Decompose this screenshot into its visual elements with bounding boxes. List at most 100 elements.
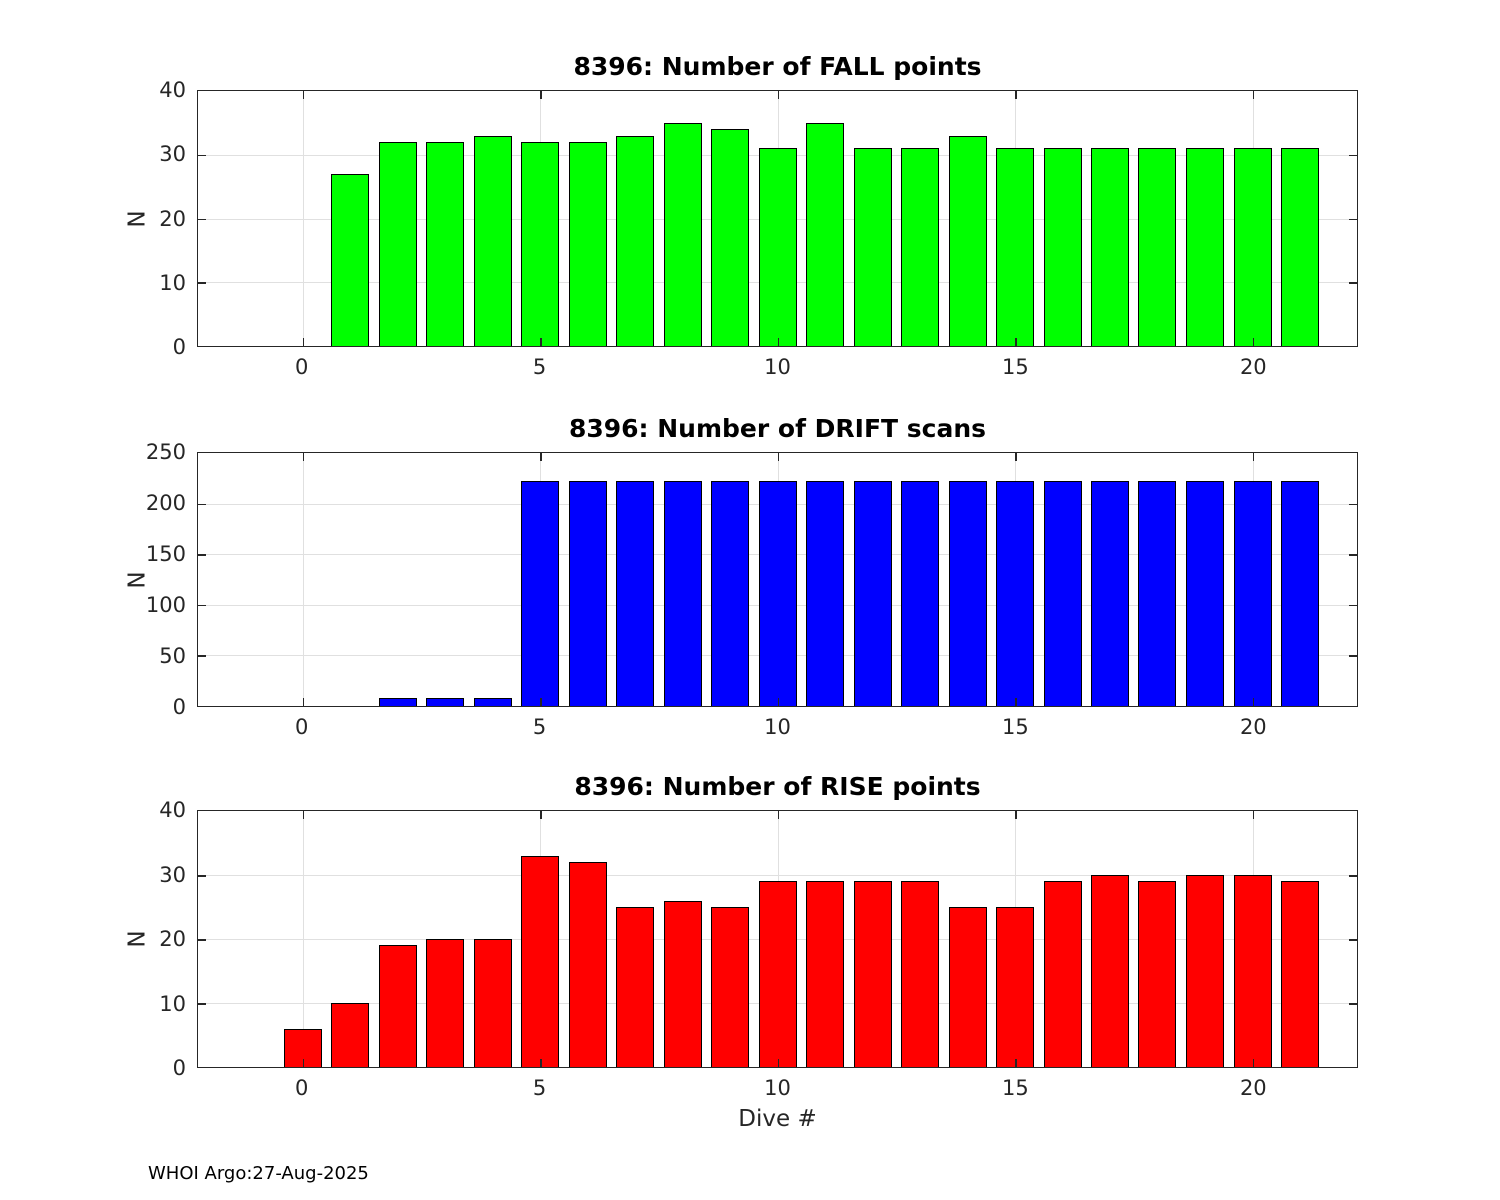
bar [1280, 481, 1319, 706]
y-tick-label: 30 [159, 862, 186, 887]
y-tick-mark [198, 604, 206, 607]
bar [1091, 875, 1129, 1067]
y-tick-mark [1349, 503, 1357, 506]
y-tick-mark [1349, 1003, 1357, 1005]
footer-credit: WHOI Argo:27-Aug-2025 [148, 1163, 369, 1184]
bar [473, 697, 512, 706]
x-tick-mark [540, 811, 542, 819]
bar [806, 481, 844, 706]
bar [378, 697, 417, 706]
bar [1138, 481, 1177, 706]
bar [283, 1028, 322, 1067]
x-tick-mark [540, 1059, 542, 1067]
bar [853, 148, 892, 346]
y-tick-mark [198, 218, 206, 220]
bar [806, 122, 844, 346]
x-tick-mark [1252, 1059, 1254, 1067]
x-tick-mark [777, 698, 779, 706]
x-axis-label: Dive # [738, 1106, 817, 1132]
y-tick-mark [198, 154, 206, 157]
bar [948, 481, 987, 706]
x-tick-mark [777, 1059, 779, 1067]
y-tick-label: 10 [159, 270, 186, 295]
bar [1186, 148, 1224, 346]
bar [568, 481, 607, 706]
x-tick-label: 10 [764, 1076, 791, 1100]
x-tick-mark [302, 91, 304, 99]
y-tick-label: 40 [159, 78, 186, 102]
bar [521, 142, 559, 346]
y-tick-label: 30 [159, 142, 186, 167]
bar [901, 881, 939, 1067]
y-tick-mark [198, 875, 206, 877]
bar [758, 881, 797, 1067]
x-tick-mark [777, 811, 779, 819]
x-tick-mark [302, 811, 304, 819]
y-tick-mark [1349, 655, 1357, 657]
x-tick-label: 10 [764, 355, 791, 379]
bar [616, 481, 654, 706]
y-tick-label: 100 [145, 593, 186, 617]
bar [473, 135, 512, 346]
bar [1233, 148, 1272, 346]
bar [663, 122, 702, 346]
bar [901, 481, 939, 706]
x-tick-mark [540, 91, 542, 99]
bar [996, 481, 1034, 706]
x-tick-label: 15 [1002, 355, 1029, 379]
bar [616, 135, 654, 346]
x-tick-mark [540, 453, 542, 461]
bar [1091, 148, 1129, 346]
bar [853, 481, 892, 706]
y-tick-label: 40 [159, 798, 186, 822]
x-tick-mark [1015, 453, 1017, 461]
bar [901, 148, 939, 346]
x-tick-label: 5 [532, 715, 547, 739]
bar [1233, 481, 1272, 706]
rise-chart-title: 8396: Number of RISE points [574, 772, 981, 801]
x-tick-mark [1015, 811, 1017, 819]
bar [948, 907, 987, 1067]
y-tick-label: 20 [159, 206, 186, 231]
y-tick-mark [1349, 875, 1357, 877]
y-tick-label: 200 [145, 491, 186, 515]
y-tick-mark [198, 655, 206, 657]
bar [426, 697, 464, 706]
bar [853, 881, 892, 1067]
y-tick-label: 250 [145, 440, 186, 464]
bar [426, 142, 464, 346]
bar [331, 173, 369, 346]
bar [1233, 875, 1272, 1067]
bar [711, 129, 749, 346]
bar [521, 855, 559, 1067]
x-tick-mark [777, 338, 779, 346]
bar [758, 481, 797, 706]
x-tick-label: 5 [532, 355, 547, 379]
x-tick-mark [1252, 698, 1254, 706]
y-tick-label: 50 [159, 644, 186, 668]
bar [426, 939, 464, 1067]
bar [1138, 148, 1177, 346]
y-tick-label: 150 [145, 542, 186, 566]
fall-plot-area [197, 90, 1358, 347]
bar [1280, 148, 1319, 346]
x-tick-label: 0 [294, 1076, 309, 1100]
bar [1186, 875, 1224, 1067]
x-tick-mark [540, 338, 542, 346]
x-tick-label: 10 [764, 715, 791, 739]
x-gridline [302, 453, 304, 706]
x-tick-label: 15 [1002, 1076, 1029, 1100]
bar [473, 939, 512, 1067]
y-tick-mark [198, 1003, 206, 1005]
y-tick-mark [198, 554, 206, 556]
x-tick-label: 0 [294, 715, 309, 739]
x-tick-mark [1252, 453, 1254, 461]
bar [1186, 481, 1224, 706]
y-tick-mark [198, 282, 206, 284]
y-tick-label: 10 [159, 991, 186, 1016]
x-tick-mark [302, 698, 304, 706]
bar [378, 945, 417, 1067]
bar [568, 142, 607, 346]
